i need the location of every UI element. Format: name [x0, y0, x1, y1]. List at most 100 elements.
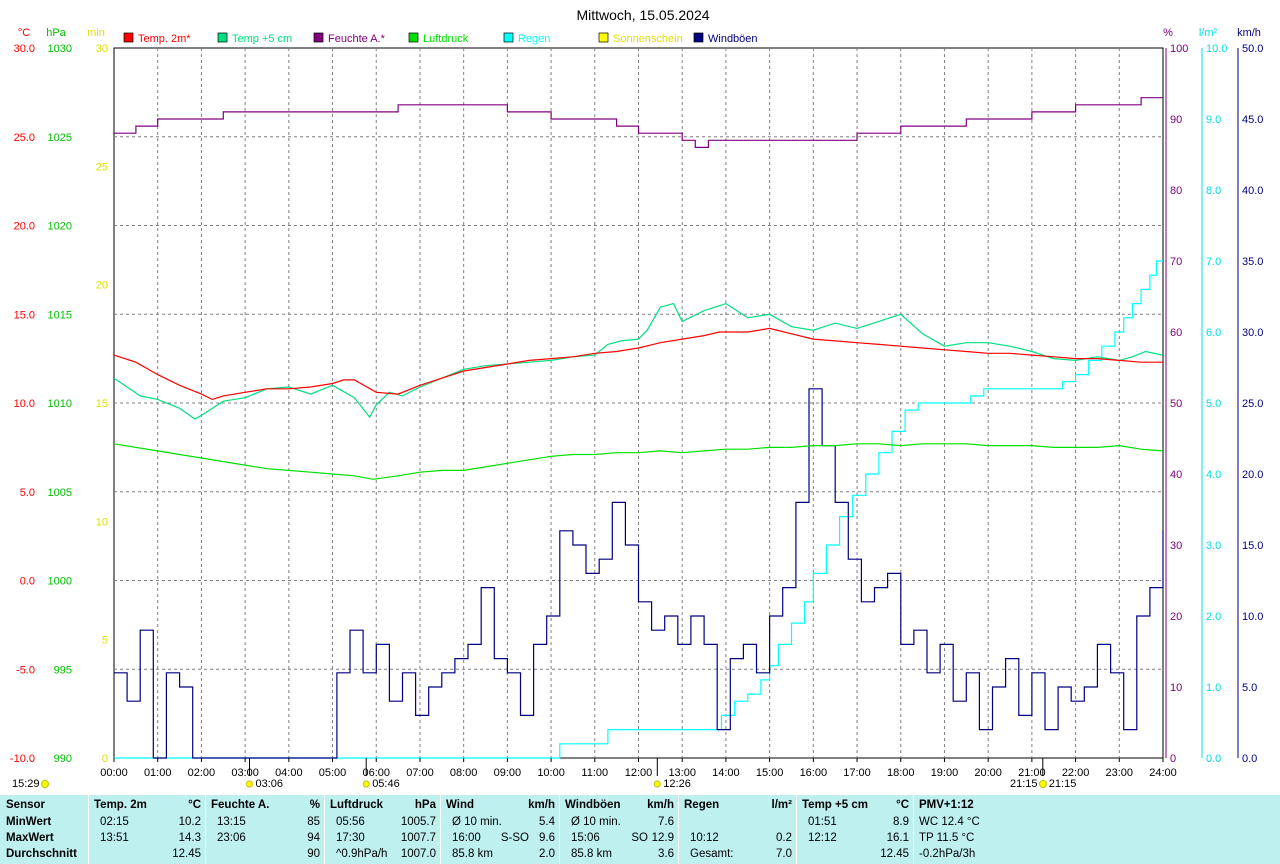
stats-separator	[796, 795, 797, 864]
stats-separator	[88, 795, 89, 864]
axis-tick-pressure: 1030	[48, 43, 72, 55]
stats-label: 12:12	[808, 832, 837, 844]
stats-unit: km/h	[647, 799, 674, 811]
x-tick-label: 19:00	[931, 767, 959, 779]
axis-tick-sun: 25	[96, 161, 108, 173]
x-tick-label: 05:00	[319, 767, 347, 779]
stats-direction: SO	[631, 832, 648, 844]
stats-value: 1007.0	[400, 848, 436, 860]
series-line-temp-2m-	[113, 327, 1163, 401]
stats-separator	[913, 795, 914, 864]
legend-swatch	[217, 32, 228, 43]
x-tick-label: 15:00	[756, 767, 784, 779]
stats-value: 85	[307, 816, 320, 828]
axis-tick-wind: 15.0	[1242, 540, 1263, 552]
stats-column: Temp +5 cm °C 01:51 8.9 12:12 16.1 12.45	[802, 795, 913, 864]
axis-tick-wind: 30.0	[1242, 327, 1263, 339]
axis-tick-humidity: 100	[1170, 43, 1188, 55]
stats-header: Sensor	[6, 799, 45, 811]
legend-label: Feuchte A.*	[328, 33, 386, 45]
stats-unit: l/m²	[771, 799, 792, 811]
grid	[113, 47, 1164, 759]
x-tick-label: 11:00	[581, 767, 608, 779]
series-line-windb-en	[114, 388, 1164, 759]
axis-tick-wind: 20.0	[1242, 469, 1263, 481]
x-tick-label: 13:00	[668, 767, 696, 779]
legend-swatch	[408, 32, 419, 43]
stats-value: 3.6	[658, 848, 674, 860]
legend-swatch	[598, 32, 609, 43]
legend-label: Windböen	[708, 33, 758, 45]
stats-label: 02:15	[100, 816, 129, 828]
axis-tick-humidity: 90	[1170, 114, 1182, 126]
sunset-label: 21:15	[1010, 778, 1038, 790]
axis-tick-rain: 2.0	[1206, 611, 1221, 623]
stats-value: 12.45	[880, 848, 909, 860]
axis-tick-wind: 25.0	[1242, 398, 1263, 410]
axis-tick-temp: 10.0	[14, 398, 35, 410]
stats-value: 94	[307, 832, 320, 844]
x-tick-label: 24:00	[1149, 767, 1177, 779]
weather-chart: Mittwoch, 15.05.2024 °C 30.0 25.0 20.0 15.0 1…	[10, 7, 1264, 790]
x-tick-label: 04:00	[275, 767, 303, 779]
axis-tick-pressure: 1020	[48, 221, 72, 233]
axis-tick-sun: 30	[96, 43, 108, 55]
stats-label: MinWert	[6, 816, 52, 828]
axis-tick-humidity: 0	[1170, 753, 1176, 765]
x-tick-label: 03:00	[231, 767, 259, 779]
legend-label: Temp. 2m*	[138, 33, 191, 45]
axis-tick-humidity: 30	[1170, 540, 1182, 552]
legend-swatch	[693, 32, 704, 43]
axis-tick-pressure: 1000	[48, 576, 72, 588]
series	[113, 97, 1164, 759]
stats-unit: km/h	[528, 799, 555, 811]
event-marker-icon	[245, 780, 253, 788]
axis-tick-temp: -10.0	[10, 753, 35, 765]
axis-tick-pressure: 1010	[48, 398, 72, 410]
stats-label: Ø 10 min.	[571, 816, 621, 828]
axis-tick-humidity: 50	[1170, 398, 1182, 410]
x-tick-label: 00:00	[100, 767, 128, 779]
axis-unit-sun: min	[87, 27, 105, 39]
axis-unit-wind: km/h	[1237, 27, 1261, 39]
chart-title: Mittwoch, 15.05.2024	[576, 7, 709, 23]
x-tick-label: 17:00	[843, 767, 871, 779]
legend-swatch	[313, 32, 324, 43]
stats-label: 01:51	[808, 816, 837, 828]
stats-header: Wind	[446, 799, 474, 811]
x-tick-label: 18:00	[887, 767, 915, 779]
sunrise-label: 15:29	[12, 778, 40, 790]
axis-tick-temp: 15.0	[14, 309, 35, 321]
stats-unit: %	[309, 799, 320, 811]
stats-column: Regen l/m² 10:12 0.2 Gesamt: 7.0	[684, 795, 796, 864]
stats-label: 10:12	[690, 832, 719, 844]
stats-value: 0.2	[776, 832, 792, 844]
stats-value: 16.1	[886, 832, 909, 844]
stats-value: 5.4	[539, 816, 555, 828]
axis-tick-pressure: 990	[54, 753, 72, 765]
stats-value: 7.0	[776, 848, 792, 860]
stats-header: Temp. 2m	[94, 799, 147, 811]
stats-label: WC 12.4 °C	[919, 816, 980, 828]
axis-tick-wind: 50.0	[1242, 43, 1263, 55]
stats-value: 12.9	[651, 832, 674, 844]
stats-separator	[324, 795, 325, 864]
stats-header: Regen	[684, 799, 720, 811]
x-axis: 00:00 01:00 02:00 03:00 04:00 05:00 06:00 07:00…	[100, 758, 1177, 779]
stats-label: Gesamt:	[690, 848, 734, 860]
axis-tick-humidity: 10	[1170, 682, 1182, 694]
axis-tick-temp: 30.0	[14, 43, 35, 55]
axis-unit-humidity: %	[1163, 27, 1173, 39]
stats-value: 9.6	[539, 832, 555, 844]
stats-column: Luftdruck hPa 05:56 1005.7 17:30 1007.7 ^0.9hP…	[330, 795, 440, 864]
axis-tick-rain: 5.0	[1206, 398, 1221, 410]
stats-label: Ø 10 min.	[452, 816, 502, 828]
axis-tick-temp: 25.0	[14, 132, 35, 144]
x-tick-label: 09:00	[494, 767, 522, 779]
event-marker-icon	[362, 780, 370, 788]
axis-tick-wind: 45.0	[1242, 114, 1263, 126]
x-tick-label: 14:00	[712, 767, 740, 779]
axis-tick-humidity: 40	[1170, 469, 1182, 481]
event-marker-label: 05:46	[372, 778, 400, 790]
axis-tick-rain: 0.0	[1206, 753, 1221, 765]
